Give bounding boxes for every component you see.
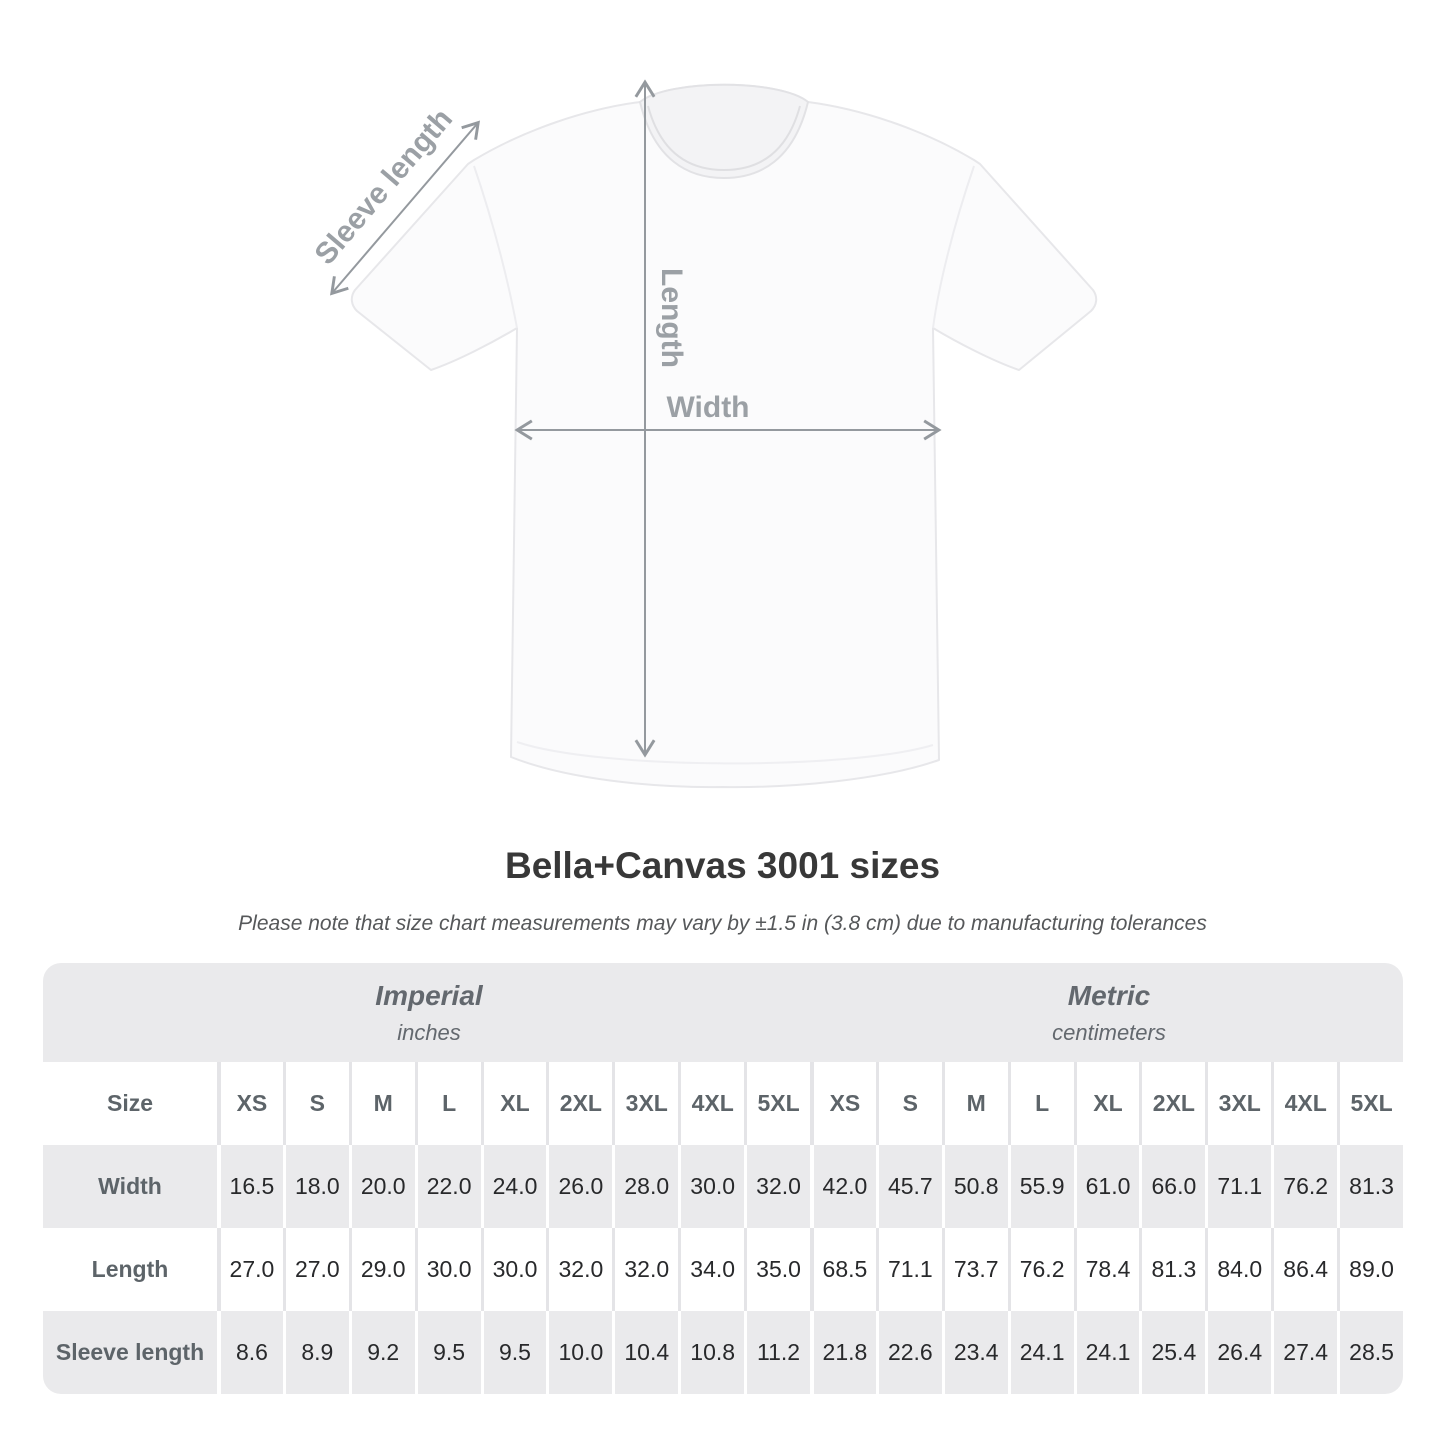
measurement-cell: 22.6 (875, 1311, 942, 1394)
measurement-cell: 89.0 (1337, 1228, 1403, 1311)
measurement-cell: 34.0 (678, 1228, 744, 1311)
measurement-cell: 10.0 (546, 1311, 612, 1394)
measurement-cell: 9.5 (480, 1311, 547, 1394)
size-col-header: XS (809, 1062, 876, 1145)
measurement-cell: 84.0 (1205, 1228, 1271, 1311)
measurement-cell: 27.0 (217, 1228, 283, 1311)
measurement-cell: 35.0 (744, 1228, 810, 1311)
measurement-cell: 78.4 (1073, 1228, 1140, 1311)
measurement-cell: 21.8 (809, 1311, 876, 1394)
page-title: Bella+Canvas 3001 sizes (504, 845, 941, 886)
row-label: Length (91, 1256, 169, 1282)
imperial-unit: inches (397, 1019, 461, 1045)
measurement-cell: 76.2 (1271, 1145, 1337, 1228)
tolerance-note: Please note that size chart measurements… (238, 912, 1207, 935)
measurement-cell: 71.1 (1205, 1145, 1271, 1228)
size-col-header: S (282, 1062, 349, 1145)
measurement-cell: 10.8 (678, 1311, 744, 1394)
measurement-cell: 27.0 (282, 1228, 349, 1311)
measurement-cell: 10.4 (612, 1311, 678, 1394)
size-col-header: 2XL (1139, 1062, 1205, 1145)
measurement-row-sleeve-length: Sleeve length 8.6 8.9 9.2 9.5 9.5 10.0 10.4 10.8… (43, 1311, 1403, 1394)
size-col-header: L (414, 1062, 481, 1145)
measurement-cell: 61.0 (1073, 1145, 1140, 1228)
measurement-cell: 8.6 (217, 1311, 283, 1394)
measurement-cell: 24.0 (480, 1145, 547, 1228)
size-col-header: 5XL (1337, 1062, 1403, 1145)
metric-title: Metric (1067, 979, 1151, 1011)
tshirt-image (350, 83, 1098, 789)
measurement-cell: 32.0 (546, 1228, 612, 1311)
size-col-header: 3XL (612, 1062, 678, 1145)
measurement-row-width: Width 16.5 18.0 20.0 22.0 24.0 26.0 28.0 30.0 32.… (43, 1145, 1403, 1228)
measurement-cell: 86.4 (1271, 1228, 1337, 1311)
size-col-header: 2XL (546, 1062, 612, 1145)
measurement-cell: 28.5 (1337, 1311, 1403, 1394)
measurement-row-length: Length 27.0 27.0 29.0 30.0 30.0 32.0 32.0 34.0 35… (43, 1228, 1403, 1311)
measurement-cell: 8.9 (282, 1311, 349, 1394)
measurement-cell: 16.5 (217, 1145, 283, 1228)
measurement-cell: 42.0 (809, 1145, 876, 1228)
measurement-cell: 29.0 (348, 1228, 415, 1311)
measurement-cell: 26.4 (1205, 1311, 1271, 1394)
size-col-header: M (941, 1062, 1008, 1145)
sleeve-length-arrow (330, 120, 480, 296)
size-col-header: 4XL (1271, 1062, 1337, 1145)
measurement-cell: 11.2 (744, 1311, 810, 1394)
width-label: Width (666, 391, 749, 424)
measurement-cell: 68.5 (809, 1228, 876, 1311)
measurement-cell: 9.5 (414, 1311, 481, 1394)
measurement-cell: 26.0 (546, 1145, 612, 1228)
row-label: Width (98, 1173, 162, 1199)
row-label: Sleeve length (55, 1339, 205, 1365)
measurement-cell: 81.3 (1139, 1228, 1205, 1311)
size-table-rows: Size XS S M L XL 2XL 3XL 4XL 5XL XS S M L XL 2XL 3XL 4XL 5… (43, 1062, 1403, 1394)
measurement-cell: 18.0 (282, 1145, 349, 1228)
size-col-header: XS (217, 1062, 283, 1145)
length-label: Length (655, 268, 688, 368)
measurement-cell: 28.0 (612, 1145, 678, 1228)
size-table: Imperial inches Metric centimeters Size X… (43, 963, 1403, 1394)
measurement-cell: 22.0 (414, 1145, 481, 1228)
tshirt-measurement-diagram: Sleeve length Length Width (308, 79, 1098, 789)
measurement-cell: 50.8 (941, 1145, 1008, 1228)
size-col-header: S (875, 1062, 942, 1145)
measurement-cell: 9.2 (348, 1311, 415, 1394)
measurement-cell: 30.0 (678, 1145, 744, 1228)
measurement-cell: 32.0 (612, 1228, 678, 1311)
size-col-header: 5XL (744, 1062, 810, 1145)
measurement-cell: 81.3 (1337, 1145, 1403, 1228)
unit-band: Imperial inches Metric centimeters (43, 963, 1403, 1062)
measurement-cell: 76.2 (1007, 1228, 1074, 1311)
measurement-cell: 27.4 (1271, 1311, 1337, 1394)
row-label: Size (106, 1090, 154, 1116)
measurement-cell: 32.0 (744, 1145, 810, 1228)
measurement-cell: 24.1 (1073, 1311, 1140, 1394)
measurement-cell: 55.9 (1007, 1145, 1074, 1228)
measurement-cell: 30.0 (414, 1228, 481, 1311)
size-col-header: L (1007, 1062, 1074, 1145)
measurement-cell: 71.1 (875, 1228, 942, 1311)
size-col-header: 3XL (1205, 1062, 1271, 1145)
measurement-cell: 66.0 (1139, 1145, 1205, 1228)
measurement-cell: 73.7 (941, 1228, 1008, 1311)
measurement-cell: 45.7 (875, 1145, 942, 1228)
size-col-header: XL (480, 1062, 547, 1145)
size-col-header: M (348, 1062, 415, 1145)
measurement-cell: 25.4 (1139, 1311, 1205, 1394)
size-col-header: 4XL (678, 1062, 744, 1145)
collar (638, 83, 810, 180)
measurement-cell: 20.0 (348, 1145, 415, 1228)
measurement-cell: 24.1 (1007, 1311, 1074, 1394)
imperial-header-group: Imperial inches (43, 963, 815, 1062)
measurement-cell: 23.4 (941, 1311, 1008, 1394)
measurement-cell: 30.0 (480, 1228, 547, 1311)
imperial-title: Imperial (375, 979, 483, 1011)
size-col-header: XL (1073, 1062, 1140, 1145)
metric-header-group: Metric centimeters (815, 963, 1403, 1062)
size-header-row: Size XS S M L XL 2XL 3XL 4XL 5XL XS S M L XL 2XL 3XL 4XL 5… (43, 1062, 1403, 1145)
metric-unit: centimeters (1052, 1019, 1166, 1045)
